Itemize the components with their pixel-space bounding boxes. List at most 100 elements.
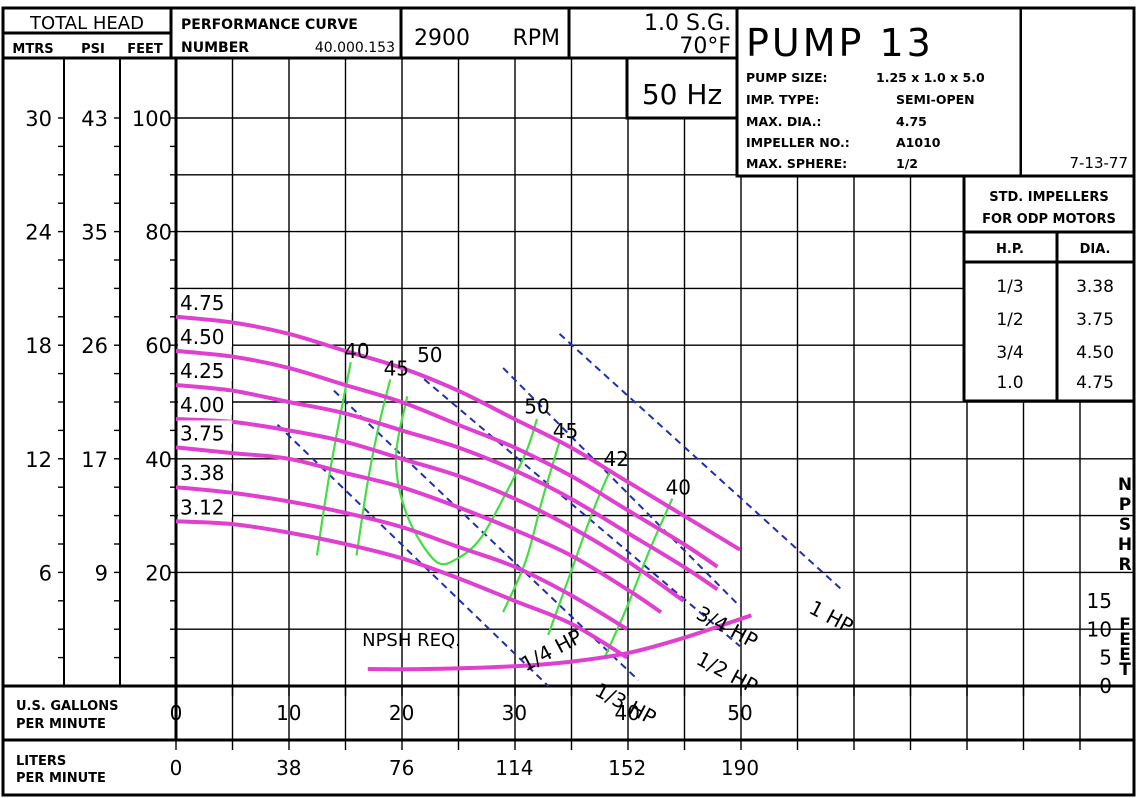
head-curve-label: 4.00 — [180, 393, 225, 417]
head-label-bg — [178, 392, 232, 416]
spec-label: PUMP SIZE: — [746, 70, 828, 85]
feet-tick-label: 60 — [145, 334, 172, 358]
rpm-label: RPM — [512, 26, 560, 51]
gpm-axis-label: U.S. GALLONS — [16, 699, 118, 714]
lpm-tick-label: 0 — [170, 756, 183, 780]
feet-axis-letter: F — [1119, 615, 1131, 635]
std-table-dia: 3.38 — [1076, 277, 1114, 297]
spec-value: 1/2 — [896, 156, 918, 171]
col-psi-label: PSI — [81, 42, 105, 57]
npsh-axis-letter: N — [1118, 475, 1132, 495]
temperature: 70°F — [679, 34, 731, 59]
npsh-curve — [367, 613, 752, 672]
std-table-hp: 1/2 — [996, 310, 1023, 330]
feet-axis-letter: T — [1119, 660, 1131, 680]
head-curve-label: 3.75 — [180, 421, 225, 445]
head-curve — [175, 417, 685, 603]
lpm-tick-label: 190 — [721, 756, 759, 780]
head-label-bg — [178, 460, 232, 484]
efficiency-curve — [355, 379, 392, 556]
gpm-tick-label: 50 — [727, 701, 752, 725]
head-label-bg — [178, 420, 232, 444]
col-mtrs-label: MTRS — [12, 42, 53, 57]
head-curve — [175, 445, 663, 614]
gpm-axis-label-2: PER MINUTE — [16, 717, 106, 732]
head-curves — [175, 314, 742, 660]
head-label-bg — [178, 494, 232, 518]
spec-value: 4.75 — [896, 114, 927, 129]
efficiency-curve — [603, 498, 674, 659]
head-curve-label: 3.12 — [180, 495, 225, 519]
psi-tick-label: 9 — [95, 561, 108, 585]
efficiency-label: 45 — [553, 419, 578, 443]
efficiency-curve — [315, 361, 352, 556]
mtrs-tick-label: 6 — [39, 561, 52, 585]
mtrs-tick-label: 24 — [25, 221, 52, 245]
efficiency-label: 50 — [417, 343, 442, 367]
npsh-axis-letter: P — [1119, 495, 1131, 515]
gpm-tick-label: 20 — [389, 701, 414, 725]
std-table-hp: 1/3 — [996, 277, 1023, 297]
efficiency-label: 40 — [344, 339, 369, 363]
psi-tick-label: 35 — [81, 221, 108, 245]
head-label-bg — [178, 323, 232, 347]
head-curve-label: 4.25 — [180, 359, 225, 383]
mtrs-tick-label: 30 — [25, 107, 52, 131]
std-table-title: STD. IMPELLERS — [989, 190, 1109, 205]
total-head-label: TOTAL HEAD — [29, 13, 144, 34]
gpm-tick-label: 10 — [276, 701, 301, 725]
npsh-tick-label: 0 — [1099, 674, 1112, 698]
left-axes: 30 43 100 24 35 80 18 26 60 12 17 40 6 9 20 — [25, 107, 172, 585]
head-label-bg — [178, 357, 232, 381]
spec-value: SEMI-OPEN — [896, 92, 975, 107]
head-curve — [175, 485, 629, 631]
std-table-hp: 3/4 — [996, 343, 1023, 363]
col-feet-label: FEET — [127, 42, 163, 57]
feet-tick-label: 40 — [145, 448, 172, 472]
specific-gravity: 1.0 S.G. — [644, 11, 731, 36]
head-curve — [175, 383, 719, 592]
lpm-axis-label-2: PER MINUTE — [16, 771, 106, 786]
chart-border — [1, 6, 1136, 797]
std-table-dia: 3.75 — [1076, 310, 1114, 330]
pump-specs: PUMP SIZE: 1.25 x 1.0 x 5.0 IMP. TYPE: S… — [746, 70, 985, 171]
std-table-dia: 4.75 — [1076, 373, 1114, 393]
efficiency-curve — [394, 396, 539, 566]
number-label: NUMBER — [181, 40, 249, 56]
head-curve — [175, 519, 629, 660]
efficiency-curves — [315, 361, 674, 659]
efficiency-curve — [547, 469, 612, 636]
efficiency-label: 40 — [666, 476, 691, 500]
efficiency-label: 50 — [524, 394, 549, 418]
head-label-bg — [178, 289, 232, 313]
feet-tick-label: 80 — [145, 221, 172, 245]
std-table-dia: 4.50 — [1076, 343, 1114, 363]
psi-tick-label: 43 — [81, 107, 108, 131]
frequency: 50 Hz — [642, 78, 722, 111]
performance-curve-label: PERFORMANCE CURVE — [181, 17, 358, 33]
lpm-tick-label: 38 — [276, 756, 301, 780]
header-boxes — [1, 6, 1136, 403]
bottom-axes: U.S. GALLONS PER MINUTE LITERS PER MINUT… — [16, 699, 118, 786]
npsh-axis-letter: R — [1118, 555, 1131, 575]
hp-line — [558, 333, 843, 591]
curve-date: 7-13-77 — [1069, 154, 1128, 172]
pump-title: PUMP 13 — [746, 21, 934, 65]
std-table-hp-header: H.P. — [996, 242, 1024, 257]
lpm-axis-label: LITERS — [16, 754, 66, 769]
lpm-tick-label: 76 — [389, 756, 414, 780]
feet-axis-letter: E — [1119, 630, 1131, 650]
head-curve-label: 3.38 — [180, 461, 225, 485]
gpm-tick-label: 0 — [170, 701, 183, 725]
head-curve-label: 4.75 — [180, 291, 225, 315]
feet-tick-label: 100 — [132, 107, 172, 131]
gpm-tick-label: 40 — [614, 701, 639, 725]
feet-axis-letter: E — [1119, 645, 1131, 665]
std-table-subtitle: FOR ODP MOTORS — [982, 212, 1116, 227]
hp-line — [502, 367, 741, 608]
npsh-axis-letter: S — [1119, 515, 1131, 535]
mtrs-tick-label: 18 — [25, 334, 52, 358]
npsh-tick-label: 10 — [1087, 617, 1112, 641]
head-curve-label: 4.50 — [180, 325, 225, 349]
